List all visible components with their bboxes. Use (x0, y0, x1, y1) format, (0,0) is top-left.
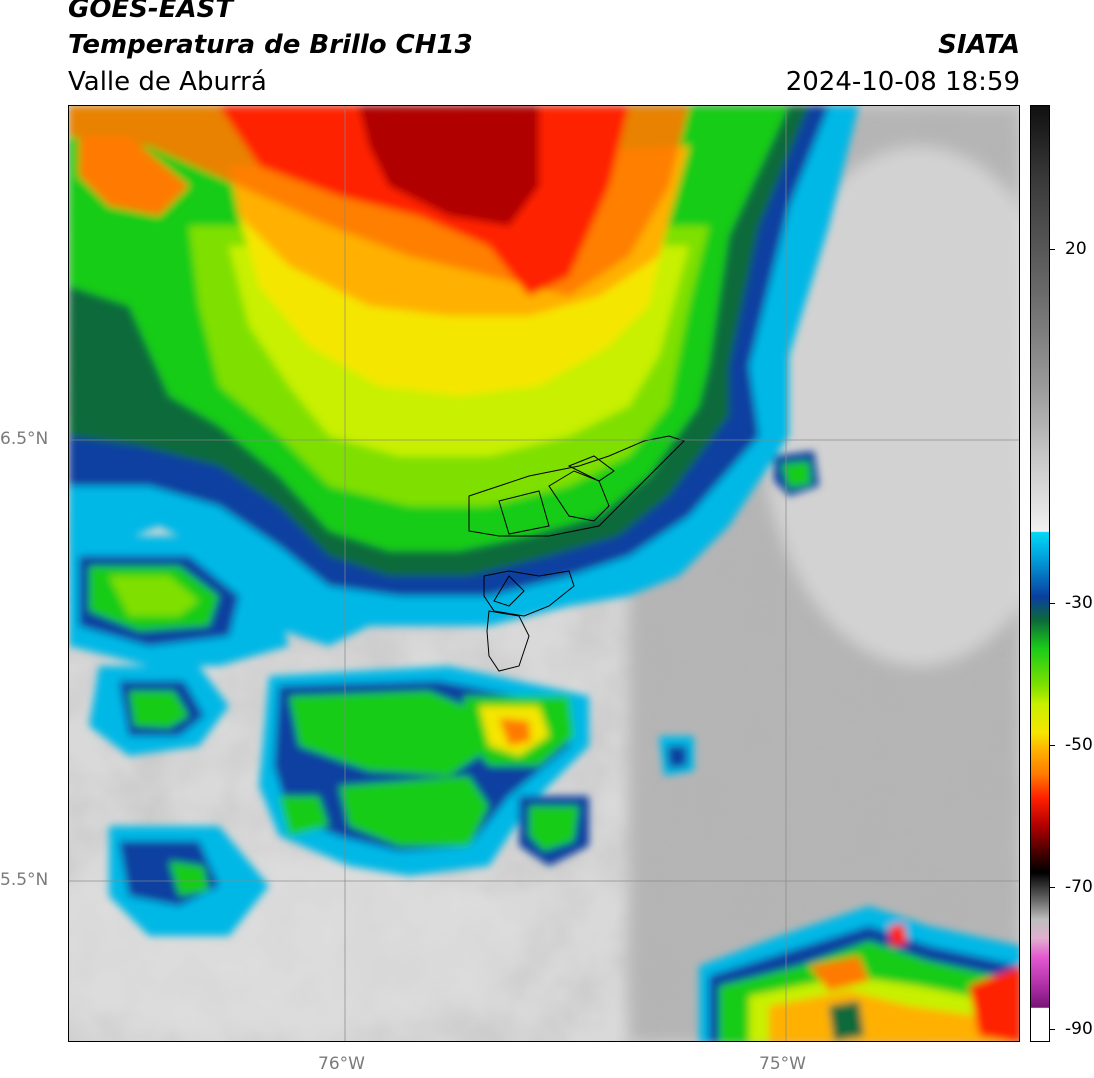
region-boundary (468, 435, 685, 672)
graticule (69, 106, 1019, 1041)
organization-label: SIATA (938, 30, 1020, 60)
satellite-map (68, 105, 1020, 1042)
colorbar-tick-minus-70: -70 (1065, 877, 1093, 897)
colorbar-tick-minus-50: -50 (1065, 735, 1093, 755)
lat-label-6-5: 6.5°N (0, 429, 49, 449)
colorbar-tick-minus-30: -30 (1065, 593, 1093, 613)
timestamp-label: 2024-10-08 18:59 (785, 67, 1020, 97)
colorbar-tick-20: 20 (1065, 239, 1087, 259)
product-title: Temperatura de Brillo CH13 (68, 30, 473, 60)
region-subtitle: Valle de Aburrá (68, 67, 267, 97)
colorbar-tick-minus-90: -90 (1065, 1019, 1093, 1039)
brightness-temperature-image (69, 106, 1019, 1041)
lat-label-5-5: 5.5°N (0, 870, 49, 890)
lon-label-75w: 75°W (759, 1054, 806, 1074)
lon-label-76w: 76°W (318, 1054, 365, 1074)
satellite-title: GOES-EAST (68, 0, 234, 24)
temperature-colorbar (1030, 105, 1050, 1042)
